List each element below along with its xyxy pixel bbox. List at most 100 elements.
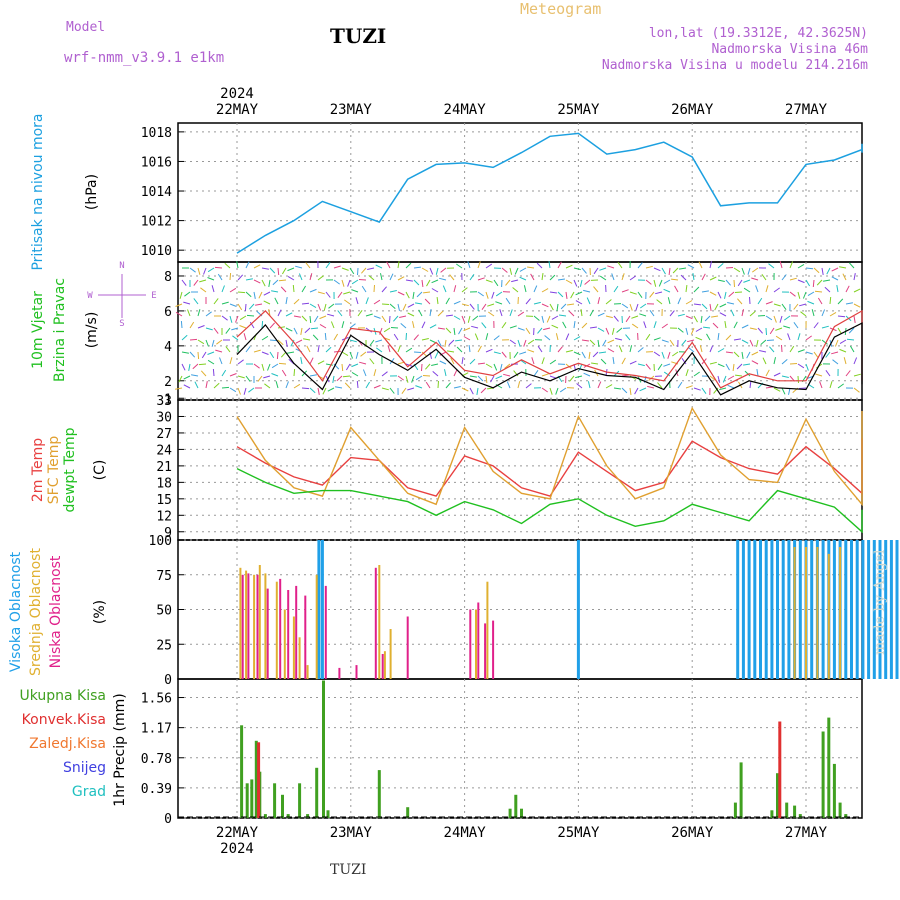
wind-arrow <box>557 261 562 269</box>
wind-arrow <box>631 315 639 319</box>
wind-arrow <box>629 345 633 353</box>
wind-arrow <box>191 374 199 377</box>
wind-arrow <box>197 339 205 345</box>
wind-arrow <box>225 327 231 334</box>
wind-arrow <box>849 345 855 353</box>
wind-ytick-label: 2 <box>164 375 172 390</box>
wind-arrow <box>845 370 851 377</box>
wind-arrow <box>807 300 815 305</box>
wind-arrow <box>463 327 471 332</box>
total-precip-bar <box>838 802 842 818</box>
wind-arrow <box>602 339 607 347</box>
wind-arrow <box>769 327 775 335</box>
wind-arrow <box>533 370 539 377</box>
wind-arrow <box>264 383 271 389</box>
wind-arrow <box>197 309 201 317</box>
mid-cloud-bar <box>239 567 242 679</box>
wind-arrow <box>229 287 237 293</box>
wind-arrow <box>461 287 468 293</box>
wind-arrow <box>449 274 455 281</box>
wind-arrow <box>434 351 439 359</box>
wind-arrow <box>573 351 581 356</box>
wind-arrow <box>695 336 703 341</box>
total-precip-bar <box>821 731 825 818</box>
wind-arrow <box>814 290 823 293</box>
lonlat-label: lon,lat (19.3312E, 42.3625N) <box>648 26 868 41</box>
wind-arrow <box>490 375 495 383</box>
wind-arrow <box>661 323 668 329</box>
wind-arrow <box>701 273 706 281</box>
wind-arrow <box>559 387 567 393</box>
wind-arrow <box>389 303 396 309</box>
wind-arrow <box>268 279 271 287</box>
total-precip-bar <box>377 770 381 818</box>
wind-arrow <box>565 349 573 353</box>
wind-ytick-label: 6 <box>164 305 172 320</box>
wind-arrow <box>295 265 303 269</box>
wind-arrow <box>663 279 671 284</box>
wind-arrow <box>565 333 570 341</box>
wind-arrow <box>499 363 503 371</box>
wind-arrow <box>653 337 661 341</box>
wind-arrow <box>661 267 666 275</box>
wind-arrow <box>447 350 455 353</box>
wind-arrow <box>397 303 400 311</box>
wind-arrow <box>491 291 495 299</box>
wind-arrow <box>207 351 215 355</box>
wind-arrow <box>381 303 390 305</box>
wind-arrow <box>287 351 295 354</box>
wind-arrow <box>349 267 355 275</box>
wind-arrow <box>237 375 245 379</box>
wind-arrow <box>591 362 599 365</box>
wind-arrow <box>253 279 261 284</box>
wind-arrow <box>285 297 288 305</box>
wind-arrow <box>653 279 657 287</box>
wind-arrow <box>495 301 503 305</box>
wind-arrow <box>312 334 319 341</box>
wind-arrow <box>829 311 837 317</box>
wind-arrow <box>213 298 219 305</box>
wind-arrow <box>411 375 415 383</box>
wind-arrow <box>765 315 773 321</box>
mid-cloud-bar <box>258 565 261 679</box>
wind-arrow <box>333 333 339 341</box>
wind-arrow <box>425 381 431 389</box>
wind-arrow <box>431 363 439 366</box>
wind-arrow <box>821 339 828 345</box>
wind-arrow <box>733 267 741 273</box>
wind-arrow <box>727 384 735 389</box>
wind-arrow <box>317 291 325 295</box>
wind-arrow <box>512 287 519 293</box>
wind-arrow <box>183 384 191 389</box>
wind-arrow <box>586 297 591 305</box>
wind-arrow <box>756 369 759 377</box>
wind-arrow <box>183 301 191 305</box>
precip-legend-4: Grad <box>72 784 106 800</box>
temperature-ytick-label: 12 <box>156 509 172 524</box>
wind-arrow <box>637 363 645 367</box>
cloud-ytick-label: 100 <box>149 534 172 549</box>
total-precip-bar <box>844 814 848 818</box>
wind-arrow <box>285 381 289 389</box>
wind-arrow <box>775 327 783 331</box>
pressure-ytick-label: 1018 <box>141 126 172 141</box>
wind-arrow <box>445 327 452 334</box>
high-cloud-bar <box>759 540 762 679</box>
wind-arrow <box>300 357 303 365</box>
wind-arrow <box>345 363 351 371</box>
wind-arrow <box>397 345 401 353</box>
wind-arrow <box>709 345 714 353</box>
wind-arrow <box>637 262 643 269</box>
wind-arrow <box>369 358 375 365</box>
wind-arrow <box>734 291 743 293</box>
wind-arrow <box>605 327 610 335</box>
wind-arrow <box>327 387 335 392</box>
wind-arrow <box>757 315 766 317</box>
wind-arrow <box>584 279 591 285</box>
wind-arrow <box>236 261 239 269</box>
wind-arrow <box>817 297 823 305</box>
wind-arrow <box>485 348 493 353</box>
wind-arrow <box>797 375 799 384</box>
wind-arrow <box>607 265 615 269</box>
wind-arrow <box>519 276 527 281</box>
